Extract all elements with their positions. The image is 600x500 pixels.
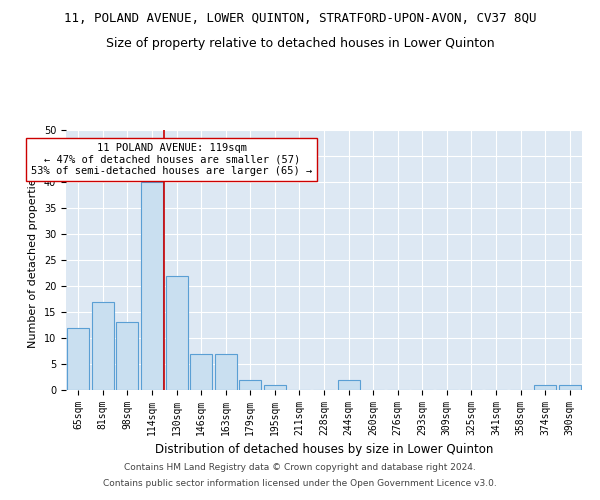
Bar xyxy=(67,328,89,390)
Bar xyxy=(559,385,581,390)
Text: Size of property relative to detached houses in Lower Quinton: Size of property relative to detached ho… xyxy=(106,38,494,51)
Bar xyxy=(239,380,262,390)
Bar xyxy=(92,302,114,390)
Bar xyxy=(166,276,188,390)
Y-axis label: Number of detached properties: Number of detached properties xyxy=(28,172,38,348)
Text: Contains public sector information licensed under the Open Government Licence v3: Contains public sector information licen… xyxy=(103,478,497,488)
Bar xyxy=(215,354,237,390)
Text: Contains HM Land Registry data © Crown copyright and database right 2024.: Contains HM Land Registry data © Crown c… xyxy=(124,464,476,472)
Bar xyxy=(190,354,212,390)
Bar xyxy=(141,182,163,390)
Text: 11, POLAND AVENUE, LOWER QUINTON, STRATFORD-UPON-AVON, CV37 8QU: 11, POLAND AVENUE, LOWER QUINTON, STRATF… xyxy=(64,12,536,26)
Text: 11 POLAND AVENUE: 119sqm
← 47% of detached houses are smaller (57)
53% of semi-d: 11 POLAND AVENUE: 119sqm ← 47% of detach… xyxy=(31,143,312,176)
Bar xyxy=(534,385,556,390)
X-axis label: Distribution of detached houses by size in Lower Quinton: Distribution of detached houses by size … xyxy=(155,444,493,456)
Bar xyxy=(338,380,359,390)
Bar xyxy=(264,385,286,390)
Bar xyxy=(116,322,139,390)
